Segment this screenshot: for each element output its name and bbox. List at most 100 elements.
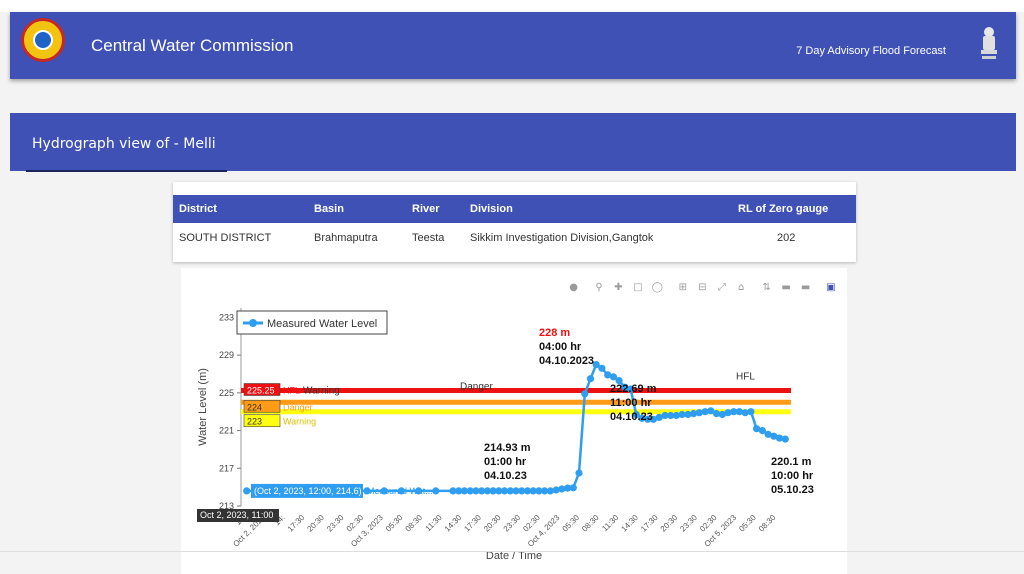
hydrograph-title: Hydrograph view of - Melli [32,136,216,152]
series-point [415,487,423,495]
series-point [552,486,560,494]
x-tick-label: 23:30 [325,513,346,534]
y-tick-label: 225 [219,388,234,398]
series-point [478,487,486,495]
series-point [609,373,617,381]
autoscale-icon[interactable]: ⤢ [717,282,726,293]
series-point [598,364,606,372]
zoom-in-icon[interactable]: ⊞ [678,282,688,293]
spike-lines-icon[interactable]: ⇅ [762,282,771,293]
hfl-inplot-label: HFL [736,372,755,383]
x-tick-label: 17:30 [462,513,483,534]
advisory-link[interactable]: 7 Day Advisory Flood Forecast [796,45,946,57]
x-tick-label: 05:30 [384,513,405,534]
series-point [472,487,480,495]
annotation-line: 04.10.23 [610,411,653,423]
y-tick-label: 229 [219,350,234,360]
series-point [363,487,371,495]
cell-district: SOUTH DISTRICT [179,232,272,244]
box-select-icon[interactable]: □ [633,282,643,293]
compare-hover-icon[interactable]: ▬ [781,282,791,293]
cwc-logo-center [33,30,53,50]
header-river: River [412,203,440,215]
y-tick-label: 213 [219,501,234,511]
series-point [627,385,635,393]
cell-basin: Brahmaputra [314,232,378,244]
cwc-logo-icon[interactable] [21,18,65,62]
plot-modebar: ● ⚲ ✚ □ ◯ ⊞ ⊟ ⤢ ⌂ ⇅ ▬ ▬ ▣ [565,277,837,293]
annotation-line: 04.10.23 [484,470,527,482]
lasso-select-icon[interactable]: ◯ [651,282,663,293]
y-tick-label: 233 [219,312,234,322]
camera-icon[interactable]: ● [569,282,578,293]
cell-division: Sikkim Investigation Division,Gangtok [470,232,654,244]
series-point [541,487,549,495]
x-tick-label: 23:30 [502,513,523,534]
header-division: Division [470,203,513,215]
threshold-tag-warning [243,414,281,428]
series-point [592,361,600,369]
plotly-logo-icon[interactable]: ▣ [826,282,836,293]
closest-hover-icon[interactable]: ▬ [800,282,811,293]
series-point [655,413,663,421]
threshold-name-label: Warning [283,417,316,427]
series-point [781,435,789,443]
x-tick-label: 20:30 [659,513,680,534]
series-point [558,485,566,493]
hydrograph-banner: Hydrograph view of - Melli [10,113,1016,172]
table-header: District Basin River Division RL of Zero… [173,195,856,223]
x-tick-label: 23:30 [678,513,699,534]
x-tick-label: 05:30 [561,513,582,534]
series-point [678,410,686,419]
header-rl-zero-gauge: RL of Zero gauge [738,203,829,215]
series-point [506,487,514,495]
x-tick-label: 08:30 [580,513,601,534]
series-point [730,408,738,416]
series-point [243,487,251,495]
series-point [758,427,767,435]
series-point [512,487,520,495]
series-point [575,469,583,477]
series-point [495,487,503,495]
pan-icon[interactable]: ✚ [614,282,623,293]
hydrograph-plot[interactable]: 213 217 221 225 229 233 Water Level (m) 225.25 H… [181,268,847,574]
series-point [397,487,405,495]
series-point [672,411,680,420]
series-point [753,425,761,433]
series-point [581,390,589,398]
series-point [735,408,744,416]
zoom-out-icon[interactable]: ⊟ [698,282,707,293]
y-tick-label: 217 [219,463,234,473]
series-point [523,487,532,495]
threshold-name-label: Danger [283,402,313,412]
series-point [661,411,669,420]
cell-rl-zero-gauge: 202 [777,232,796,244]
series-point [712,410,721,418]
series-point [649,415,658,423]
annotation-line: 01:00 hr [484,456,527,468]
x-tick-label: 17:30 [286,513,307,534]
threshold-tag-danger [243,399,281,413]
reset-axes-icon[interactable]: ⌂ [738,282,745,293]
hydrograph-chart-card: ● ⚲ ✚ □ ◯ ⊞ ⊟ ⤢ ⌂ ⇅ ▬ ▬ ▣ 213 217 221 225 22… [181,268,847,574]
series-point [621,383,629,391]
series-point [500,487,509,495]
series-point [604,371,612,379]
y-axis-title: Water Level (m) [197,368,209,446]
annotation-line: 222.69 m [610,383,657,395]
series-point [564,484,572,492]
x-tick-label: 20:30 [482,513,503,534]
header-district: District [179,203,217,215]
zoom-icon[interactable]: ⚲ [595,282,603,293]
series-point [432,487,440,495]
series-point [747,408,755,416]
x-tick-label: 20:30 [305,513,326,534]
series-point [586,375,595,383]
danger-inplot-label: Danger [460,382,493,393]
app-header: Central Water Commission 7 Day Advisory … [10,12,1016,79]
annotation-line: 05.10.23 [771,484,814,496]
app-title: Central Water Commission [91,36,294,55]
y-tick-label: 221 [219,426,234,436]
browser-top-strip [0,0,1024,12]
series-point [449,487,457,495]
